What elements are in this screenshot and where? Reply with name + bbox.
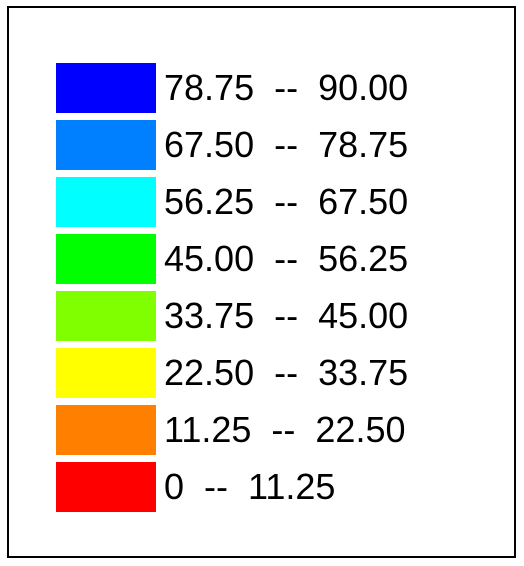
legend-item: 56.25 -- 67.50 xyxy=(56,177,408,227)
legend-item: 22.50 -- 33.75 xyxy=(56,348,408,398)
legend-label: 56.25 -- 67.50 xyxy=(164,181,409,222)
legend-label: 0 -- 11.25 xyxy=(164,466,336,507)
legend-swatch xyxy=(56,63,156,113)
legend-label: 67.50 -- 78.75 xyxy=(164,124,409,165)
legend-item: 33.75 -- 45.00 xyxy=(56,291,408,341)
legend-label: 45.00 -- 56.25 xyxy=(164,238,409,279)
legend-item: 78.75 -- 90.00 xyxy=(56,63,408,113)
legend-label: 11.25 -- 22.50 xyxy=(164,409,406,450)
legend-swatch xyxy=(56,234,156,284)
legend-item: 67.50 -- 78.75 xyxy=(56,120,408,170)
legend-swatch xyxy=(56,405,156,455)
legend-label: 78.75 -- 90.00 xyxy=(164,67,409,108)
legend-swatch xyxy=(56,120,156,170)
legend-swatch xyxy=(56,348,156,398)
legend-label: 33.75 -- 45.00 xyxy=(164,295,409,336)
legend-item: 0 -- 11.25 xyxy=(56,462,335,512)
legend-box: 78.75 -- 90.00 67.50 -- 78.75 56.25 -- 6… xyxy=(7,6,516,558)
legend-swatch xyxy=(56,291,156,341)
legend-swatch xyxy=(56,177,156,227)
legend-list: 78.75 -- 90.00 67.50 -- 78.75 56.25 -- 6… xyxy=(9,8,514,556)
legend-item: 11.25 -- 22.50 xyxy=(56,405,406,455)
legend-label: 22.50 -- 33.75 xyxy=(164,352,409,393)
legend-item: 45.00 -- 56.25 xyxy=(56,234,408,284)
legend-swatch xyxy=(56,462,156,512)
